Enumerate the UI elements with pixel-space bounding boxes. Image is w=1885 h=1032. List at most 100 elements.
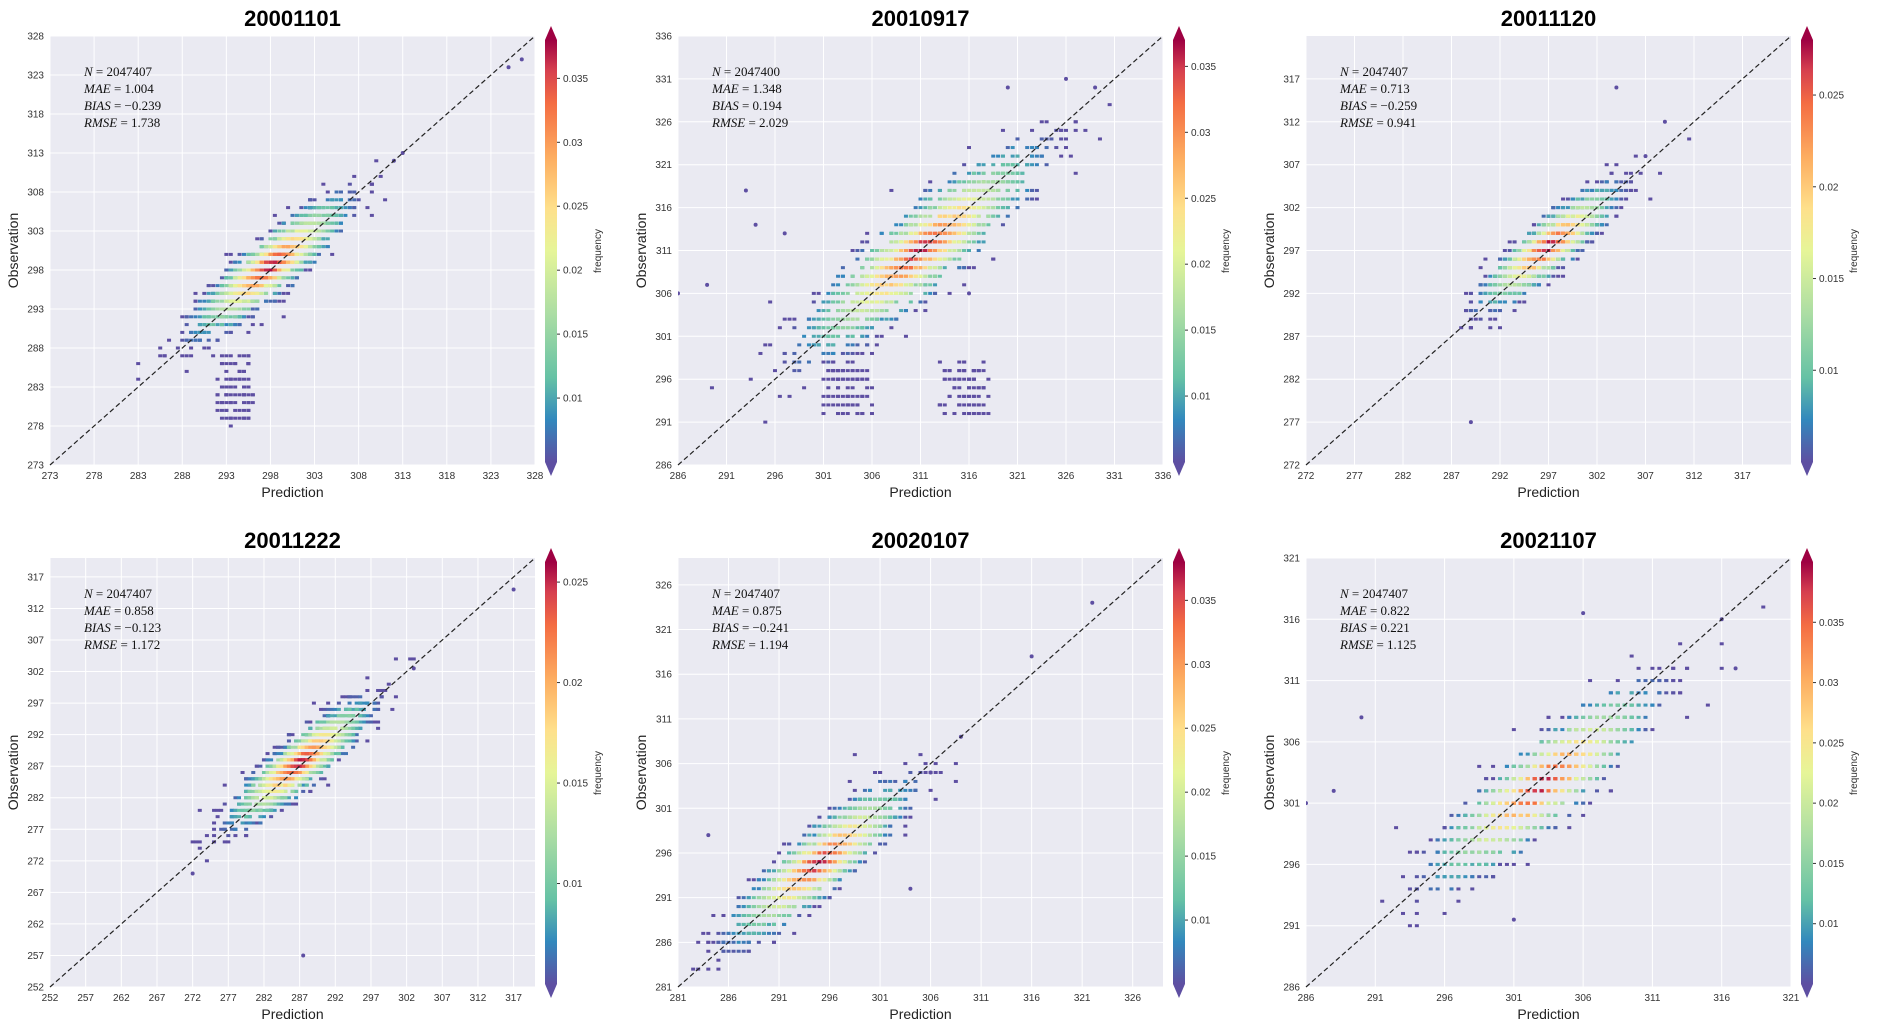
- density-point: [870, 258, 874, 261]
- density-point: [1585, 180, 1589, 183]
- density-point: [323, 708, 327, 711]
- density-point: [977, 172, 981, 175]
- density-point: [1556, 266, 1560, 269]
- density-point: [185, 323, 189, 326]
- density-point: [928, 266, 932, 269]
- density-point: [340, 752, 344, 755]
- density-point: [238, 308, 242, 311]
- density-point: [1069, 155, 1073, 158]
- density-point: [1030, 189, 1034, 192]
- density-point: [1030, 129, 1034, 132]
- density-point: [1006, 180, 1010, 183]
- density-point: [880, 335, 884, 338]
- density-point: [928, 215, 932, 218]
- density-point: [928, 198, 932, 201]
- density-point: [1493, 300, 1497, 303]
- density-point: [308, 222, 312, 225]
- density-point: [1108, 103, 1112, 106]
- density-point: [1508, 292, 1512, 295]
- density-point: [991, 172, 995, 175]
- density-point: [928, 232, 932, 235]
- density-point: [287, 796, 291, 799]
- density-point: [326, 708, 330, 711]
- density-point: [1610, 172, 1614, 175]
- density-point: [943, 378, 947, 381]
- colorbar-tick-label: 0.035: [1191, 62, 1216, 73]
- density-point: [1503, 275, 1507, 278]
- density-point: [1561, 240, 1565, 243]
- density-point: [923, 266, 927, 269]
- density-point: [348, 183, 352, 186]
- density-point: [948, 232, 952, 235]
- y-axis-label: Observation: [1261, 213, 1277, 288]
- density-point: [282, 315, 286, 318]
- density-point: [885, 258, 889, 261]
- density-point: [1614, 215, 1618, 218]
- density-point: [273, 276, 277, 279]
- density-point: [899, 258, 903, 261]
- density-point: [894, 249, 898, 252]
- density-point: [952, 172, 956, 175]
- density-point: [865, 369, 869, 372]
- density-point: [1561, 275, 1565, 278]
- density-point: [1059, 129, 1063, 132]
- density-point: [277, 237, 281, 240]
- density-point: [1556, 206, 1560, 209]
- density-point: [376, 689, 380, 692]
- density-point: [904, 258, 908, 261]
- density-point: [1542, 266, 1546, 269]
- density-point: [264, 276, 268, 279]
- density-point: [304, 269, 308, 272]
- density-point: [352, 191, 356, 194]
- density-point: [1600, 232, 1604, 235]
- density-point: [1576, 215, 1580, 218]
- density-point: [831, 335, 835, 338]
- density-point: [817, 292, 821, 295]
- density-point: [822, 403, 826, 406]
- density-point: [928, 189, 932, 192]
- density-point: [846, 283, 850, 286]
- density-point: [229, 393, 233, 396]
- density-point: [865, 258, 869, 261]
- density-point: [841, 378, 845, 381]
- density-point: [904, 232, 908, 235]
- density-point: [1016, 180, 1020, 183]
- density-point: [982, 240, 986, 243]
- stat-mae: MAE = 1.004: [83, 81, 154, 96]
- density-point: [899, 309, 903, 312]
- density-point: [262, 815, 266, 818]
- density-point: [211, 354, 215, 357]
- density-point: [889, 258, 893, 261]
- density-point: [948, 395, 952, 398]
- density-point: [238, 253, 242, 256]
- x-tick-label: 272: [1298, 471, 1315, 482]
- density-point: [841, 292, 845, 295]
- density-point: [251, 323, 255, 326]
- density-point: [258, 815, 262, 818]
- colorbar-label: frequency: [1221, 229, 1232, 273]
- density-point: [286, 276, 290, 279]
- density-point: [933, 283, 937, 286]
- density-point: [826, 386, 830, 389]
- density-point: [282, 222, 286, 225]
- density-point: [1551, 258, 1555, 261]
- density-point: [948, 240, 952, 243]
- density-point: [991, 258, 995, 261]
- density-point: [352, 198, 356, 201]
- density-point: [909, 300, 913, 303]
- density-point: [238, 417, 242, 420]
- density-point: [255, 765, 259, 768]
- density-point: [855, 378, 859, 381]
- density-point: [948, 198, 952, 201]
- x-tick-label: 311: [913, 471, 929, 482]
- density-point: [836, 386, 840, 389]
- density-point: [860, 326, 864, 329]
- density-point: [1040, 120, 1044, 123]
- colorbar-tick-label: 0.015: [1819, 274, 1844, 285]
- density-point: [321, 230, 325, 233]
- density-point: [855, 343, 859, 346]
- density-point: [238, 323, 242, 326]
